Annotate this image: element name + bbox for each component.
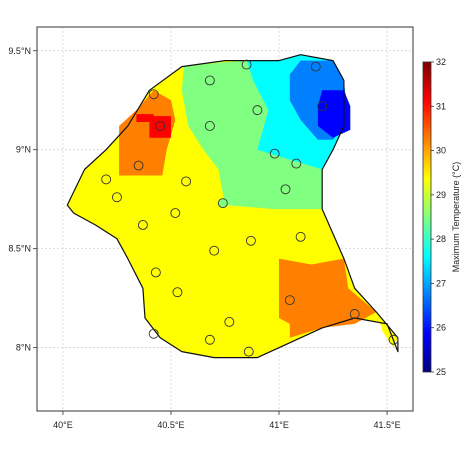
station-marker bbox=[209, 245, 220, 256]
x-tick-label: 40°E bbox=[53, 420, 73, 430]
region-boundary bbox=[66, 54, 399, 359]
station-marker bbox=[295, 231, 306, 242]
y-tick-label: 9.5°N bbox=[8, 46, 31, 56]
boundary-outline bbox=[66, 54, 399, 359]
station-marker bbox=[101, 174, 112, 185]
temp-zone-green bbox=[181, 60, 323, 210]
temp-zone-orange-nw bbox=[119, 90, 176, 176]
station-marker bbox=[133, 160, 144, 171]
station-marker bbox=[291, 158, 302, 169]
colorbar-tick-label: 28 bbox=[436, 234, 446, 244]
colorbar: 25 26 27 28 29 30 31 32 Maximum Temperature (°C… bbox=[422, 57, 461, 377]
station-marker bbox=[349, 309, 360, 319]
station-marker bbox=[204, 334, 215, 345]
station-marker bbox=[148, 328, 159, 339]
colorbar-tick-label: 29 bbox=[436, 190, 446, 200]
colorbar-title: Maximum Temperature (°C) bbox=[451, 162, 461, 272]
plot-frame bbox=[36, 26, 414, 412]
temp-zone-dark-blue bbox=[317, 90, 351, 138]
y-tick-label: 8.5°N bbox=[8, 244, 31, 254]
station-marker bbox=[137, 219, 148, 230]
x-tick-label: 41°E bbox=[269, 420, 289, 430]
station-marker bbox=[241, 59, 252, 70]
y-axis-ticks: 8°N 8.5°N 9°N 9.5°N bbox=[8, 46, 37, 353]
station-marker bbox=[172, 287, 183, 298]
station-marker bbox=[204, 75, 215, 86]
station-marker bbox=[310, 61, 321, 72]
colorbar-tick-label: 32 bbox=[436, 57, 446, 67]
colorbar-ticks: 25 26 27 28 29 30 31 32 bbox=[431, 57, 446, 377]
x-axis-ticks: 40°E 40.5°E 41°E 41.5°E bbox=[53, 411, 401, 430]
station-markers bbox=[101, 59, 399, 357]
temperature-zones bbox=[67, 54, 398, 358]
x-tick-label: 40.5°E bbox=[157, 420, 184, 430]
station-marker bbox=[148, 89, 159, 100]
x-tick-label: 41.5°E bbox=[374, 420, 401, 430]
station-marker bbox=[217, 198, 228, 209]
station-marker bbox=[150, 267, 161, 278]
colorbar-tick-label: 26 bbox=[436, 323, 446, 333]
station-marker bbox=[181, 176, 192, 187]
station-marker bbox=[269, 148, 280, 159]
colorbar-tick-label: 31 bbox=[436, 101, 446, 111]
station-marker bbox=[155, 121, 166, 131]
station-marker bbox=[388, 334, 399, 345]
station-marker bbox=[245, 235, 256, 246]
colorbar-tick-label: 27 bbox=[436, 278, 446, 288]
station-marker bbox=[224, 316, 235, 327]
station-marker bbox=[204, 121, 215, 131]
station-marker bbox=[317, 101, 328, 112]
station-marker bbox=[243, 346, 254, 357]
station-marker bbox=[284, 295, 295, 306]
colorbar-tick-label: 25 bbox=[436, 367, 446, 377]
station-marker bbox=[170, 208, 181, 219]
temp-zone-red-nw bbox=[136, 114, 171, 138]
y-tick-label: 9°N bbox=[16, 145, 31, 155]
station-marker bbox=[112, 192, 122, 203]
station-marker bbox=[280, 184, 291, 195]
colorbar-scale bbox=[422, 61, 432, 373]
colorbar-tick-label: 30 bbox=[436, 146, 446, 156]
y-tick-label: 8°N bbox=[16, 343, 31, 353]
station-marker bbox=[252, 105, 263, 116]
